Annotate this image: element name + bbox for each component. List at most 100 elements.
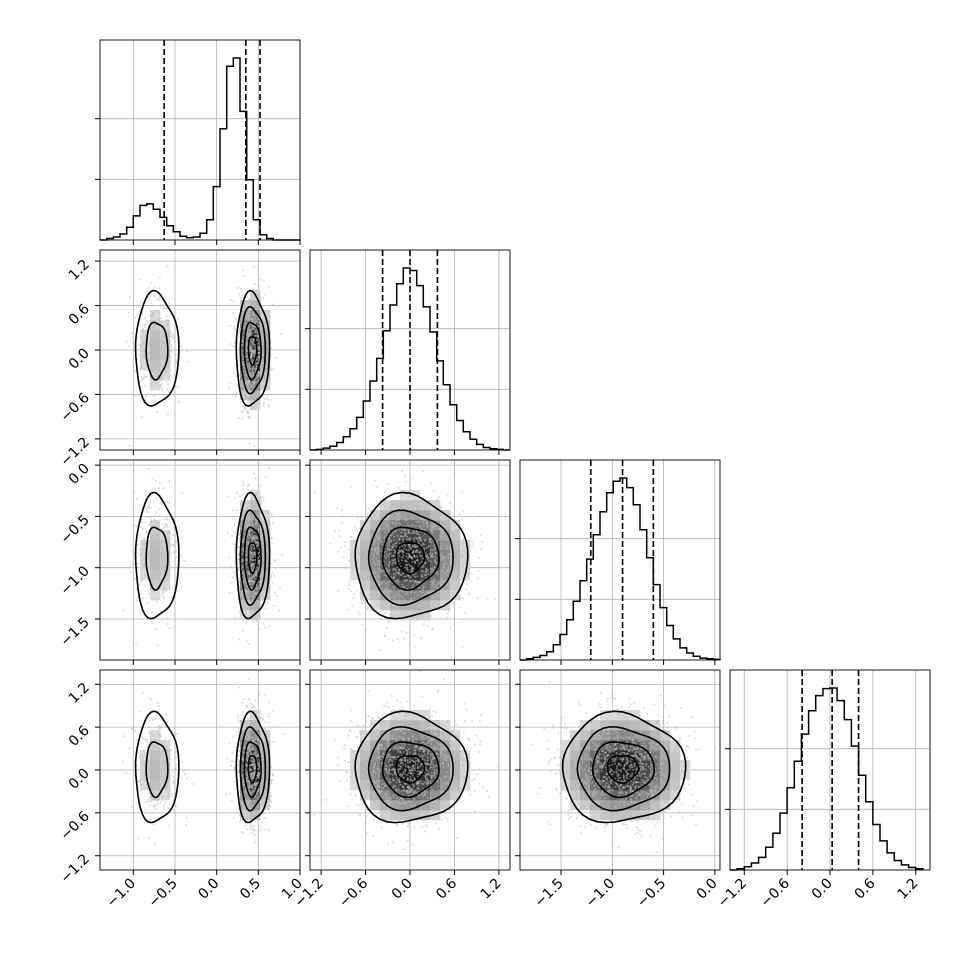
- density-cell: [650, 780, 661, 791]
- scatter-point: [432, 490, 435, 493]
- scatter-point: [246, 799, 249, 802]
- scatter-point: [392, 577, 395, 580]
- scatter-point: [146, 320, 149, 322]
- scatter-point: [140, 618, 143, 621]
- scatter-point: [268, 743, 271, 746]
- density-cell: [440, 770, 451, 781]
- scatter-point: [170, 795, 173, 798]
- scatter-point: [251, 332, 254, 335]
- scatter-point: [253, 723, 256, 726]
- density-cell: [370, 550, 381, 561]
- scatter-point: [360, 602, 363, 605]
- scatter-point: [407, 549, 410, 552]
- scatter-point: [433, 579, 436, 582]
- density-cell: [370, 510, 381, 521]
- density-cell: [360, 540, 371, 551]
- scatter-point: [165, 720, 168, 723]
- scatter-point: [407, 563, 410, 566]
- scatter-point: [264, 828, 267, 831]
- scatter-point: [407, 522, 410, 525]
- scatter-point: [423, 524, 425, 527]
- density-cell: [160, 790, 171, 801]
- density-cell: [360, 730, 371, 741]
- density-cell: [440, 530, 451, 541]
- scatter-point: [265, 534, 268, 537]
- scatter-point: [233, 372, 236, 375]
- scatter-point: [376, 486, 378, 489]
- scatter-point: [260, 496, 263, 499]
- scatter-point: [255, 593, 257, 595]
- scatter-point: [150, 786, 153, 789]
- scatter-point: [250, 575, 253, 578]
- scatter-point: [256, 305, 259, 308]
- scatter-point: [161, 750, 164, 753]
- scatter-point: [405, 592, 408, 595]
- scatter-point: [140, 580, 143, 583]
- scatter-point: [379, 569, 382, 572]
- scatter-point: [252, 826, 254, 829]
- scatter-point: [166, 784, 169, 787]
- scatter-point: [412, 503, 415, 506]
- scatter-point: [162, 523, 164, 526]
- scatter-point: [229, 343, 232, 346]
- density-cell: [580, 800, 591, 811]
- scatter-point: [407, 531, 410, 534]
- scatter-point: [159, 383, 162, 386]
- scatter-point: [468, 593, 471, 595]
- scatter-point: [167, 541, 170, 544]
- scatter-point: [250, 719, 253, 722]
- scatter-point: [148, 592, 151, 595]
- scatter-point: [382, 504, 385, 507]
- scatter-point: [163, 777, 166, 780]
- scatter-point: [385, 523, 388, 526]
- scatter-point: [431, 582, 434, 585]
- scatter-point: [239, 384, 242, 387]
- scatter-point: [247, 297, 250, 300]
- scatter-point: [336, 507, 339, 510]
- scatter-point: [177, 318, 180, 321]
- scatter-point: [156, 764, 158, 767]
- scatter-point: [249, 606, 252, 609]
- scatter-point: [247, 817, 250, 820]
- density-cell: [560, 770, 571, 781]
- scatter-point: [228, 386, 231, 389]
- scatter-point: [152, 541, 155, 544]
- scatter-point: [132, 561, 135, 564]
- scatter-point: [372, 514, 374, 517]
- scatter-point: [269, 573, 272, 576]
- scatter-point: [158, 789, 161, 792]
- scatter-point: [159, 740, 162, 743]
- scatter-point: [348, 560, 351, 563]
- scatter-point: [402, 554, 405, 557]
- scatter-point: [359, 567, 362, 570]
- density-cell: [430, 500, 441, 511]
- scatter-point: [245, 557, 248, 560]
- scatter-point: [153, 395, 156, 398]
- scatter-point: [258, 562, 261, 565]
- scatter-point: [253, 772, 256, 775]
- scatter-point: [404, 544, 406, 547]
- scatter-point: [155, 552, 158, 555]
- scatter-point: [168, 803, 171, 806]
- scatter-point: [279, 332, 282, 335]
- scatter-point: [162, 353, 165, 356]
- density-cell: [600, 790, 611, 801]
- scatter-point: [413, 597, 416, 600]
- density-cell: [160, 760, 171, 771]
- scatter-point: [143, 779, 146, 782]
- density-cell: [240, 390, 251, 401]
- scatter-point: [389, 503, 392, 505]
- scatter-point: [148, 501, 151, 504]
- scatter-point: [247, 811, 250, 814]
- scatter-point: [248, 736, 251, 739]
- scatter-point: [152, 370, 155, 373]
- scatter-point: [145, 746, 148, 749]
- scatter-point: [262, 297, 265, 299]
- scatter-point: [255, 742, 258, 745]
- scatter-point: [409, 516, 412, 519]
- scatter-point: [157, 507, 160, 510]
- scatter-point: [262, 796, 265, 799]
- scatter-point: [410, 816, 413, 819]
- density-cell: [360, 520, 371, 531]
- density-cell: [450, 540, 461, 551]
